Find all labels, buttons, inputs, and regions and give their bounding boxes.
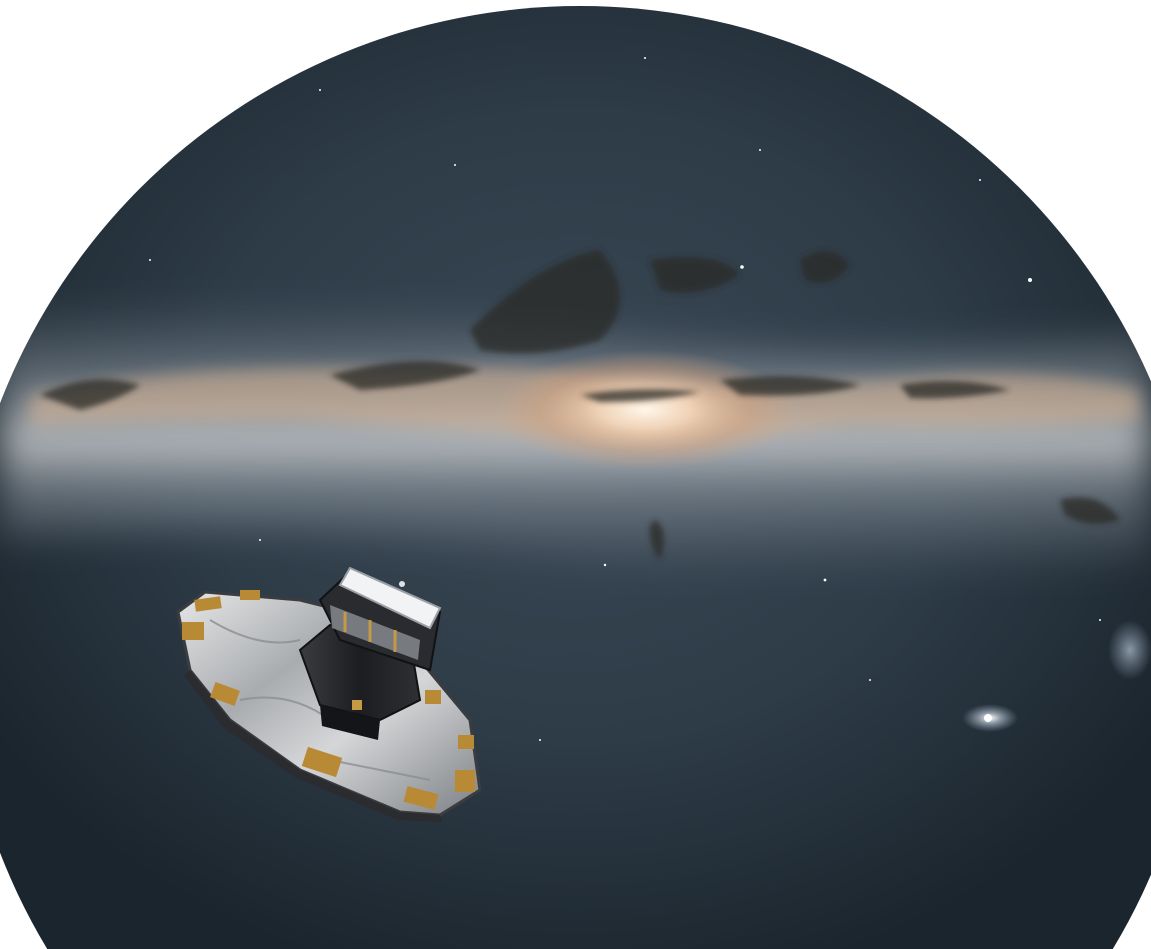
- gold-foil-patch: [182, 622, 204, 640]
- gold-foil-patch: [210, 682, 240, 706]
- galactic-core: [495, 350, 795, 470]
- small-magellanic-cloud: [1108, 620, 1151, 680]
- payload-module: [318, 566, 442, 672]
- gold-foil-patch: [194, 596, 222, 612]
- payload-top-cover: [338, 566, 442, 630]
- gold-foil-patch: [458, 735, 474, 749]
- gold-foil-patch: [455, 770, 475, 792]
- stars: [149, 57, 1101, 741]
- gold-foil-patch: [403, 786, 439, 810]
- gold-foil-patch: [425, 690, 441, 704]
- spacecraft: [176, 566, 482, 822]
- lmc-core: [984, 714, 992, 722]
- gold-foil-patch: [301, 746, 343, 778]
- body-detail: [352, 700, 362, 710]
- gold-foil-patch: [240, 590, 260, 600]
- dust-lanes: [40, 250, 1120, 560]
